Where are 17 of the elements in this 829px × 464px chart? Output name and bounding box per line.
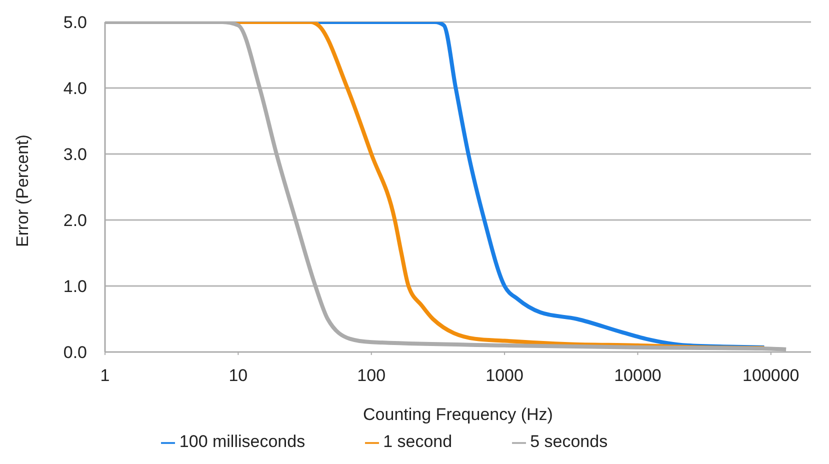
x-axis-title: Counting Frequency (Hz) bbox=[363, 405, 553, 424]
y-tick-label: 3.0 bbox=[63, 145, 87, 164]
x-tick-label: 100 bbox=[357, 366, 386, 386]
x-tick-label: 1000 bbox=[486, 366, 524, 386]
legend-label: 5 seconds bbox=[530, 432, 608, 451]
y-tick-label: 1.0 bbox=[63, 277, 87, 296]
x-tick-label: 10000 bbox=[614, 366, 662, 386]
legend-label: 100 milliseconds bbox=[179, 432, 306, 451]
x-tick-label: 10 bbox=[228, 366, 248, 386]
y-axis-title: Error (Percent) bbox=[13, 134, 32, 247]
x-tick-label: 1 bbox=[100, 366, 110, 386]
y-tick-label: 0.0 bbox=[63, 343, 87, 362]
y-tick-label: 4.0 bbox=[63, 79, 87, 98]
x-tick-label: 100000 bbox=[742, 366, 800, 386]
y-tick-label: 5.0 bbox=[63, 13, 87, 32]
legend-label: 1 second bbox=[383, 432, 452, 451]
y-tick-label: 2.0 bbox=[63, 211, 87, 230]
